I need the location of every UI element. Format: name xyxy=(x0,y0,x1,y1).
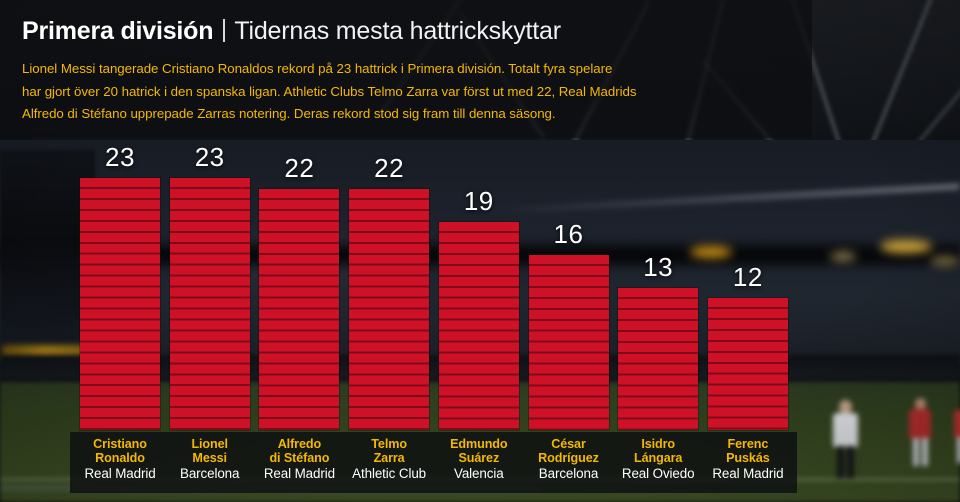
page-title: Primera división Tidernas mesta hattrick… xyxy=(22,16,561,46)
bar xyxy=(349,188,430,430)
standfirst-line: Lionel Messi tangerade Cristiano Ronaldo… xyxy=(22,61,613,76)
player-club: Barcelona xyxy=(538,466,599,482)
bar-segment-dividers xyxy=(259,188,340,430)
bar xyxy=(438,221,519,430)
player-name: Isidro Lángara xyxy=(618,437,698,465)
player-club: Real Oviedo xyxy=(621,466,695,482)
player-label: Ferenc Puskás Real Madrid xyxy=(708,432,788,493)
bar-value-label: 16 xyxy=(553,218,584,249)
player-name: Telmo Zarra xyxy=(349,437,429,465)
player-club: Real Madrid xyxy=(84,466,156,482)
standfirst-line: har gjort över 20 hatrick i den spanska … xyxy=(22,83,637,99)
bar-segment-dividers xyxy=(707,298,788,430)
bar xyxy=(169,177,250,430)
title-separator xyxy=(223,19,226,42)
bar xyxy=(259,188,340,430)
bar-value-label: 22 xyxy=(284,152,315,183)
bar-segment-dividers xyxy=(80,177,160,430)
player-label: Cristiano Ronaldo Real Madrid xyxy=(80,432,160,493)
bar-group: 22 xyxy=(259,0,340,430)
player-club: Barcelona xyxy=(179,466,240,482)
title-main: Primera división xyxy=(22,17,214,45)
player-name-line: Lionel xyxy=(191,437,228,451)
player-name-line: César xyxy=(551,437,586,451)
player-name: César Rodríguez xyxy=(529,437,609,465)
bar-segment-dividers xyxy=(349,188,430,430)
player-name-line: Telmo xyxy=(371,437,407,451)
bar-value-label: 19 xyxy=(463,185,494,216)
bar-group: 13 xyxy=(618,0,699,430)
bar-segment-dividers xyxy=(169,177,250,430)
bar-group: 19 xyxy=(438,0,519,430)
player-name-line: Rodríguez xyxy=(538,451,599,466)
player-label: Edmundo Suárez Valencia xyxy=(439,432,519,493)
player-name-line: Ronaldo xyxy=(95,451,145,466)
player-name-line: Puskás xyxy=(726,451,770,466)
bar-segment-dividers xyxy=(438,221,519,430)
player-name: Edmundo Suárez xyxy=(439,437,519,465)
bar-group: 23 xyxy=(169,0,250,430)
bar-segment-dividers xyxy=(618,287,699,430)
player-name-line: di Stéfano xyxy=(269,451,330,466)
bar-value-label: 23 xyxy=(194,141,225,172)
standfirst-line: Alfredo di Stéfano upprepade Zarras note… xyxy=(22,106,556,121)
bar-group: 12 xyxy=(707,0,788,430)
player-name-line: Alfredo xyxy=(277,437,322,451)
bar-segment-dividers xyxy=(528,254,609,430)
bar-group: 16 xyxy=(528,0,609,430)
player-name: Cristiano Ronaldo xyxy=(80,437,160,465)
player-label: Telmo Zarra Athletic Club xyxy=(349,432,429,493)
player-label-panel: Cristiano Ronaldo Real Madrid Lionel Messi Ba… xyxy=(70,432,797,493)
player-name: Alfredo di Stéfano xyxy=(259,437,339,465)
bar-group: 23 xyxy=(80,0,160,430)
header-panel: Primera división Tidernas mesta hattrick… xyxy=(0,0,812,138)
player-club: Athletic Club xyxy=(352,466,427,482)
player-club: Real Madrid xyxy=(263,466,335,482)
player-name-line: Suárez xyxy=(458,451,500,466)
player-name-line: Lángara xyxy=(634,451,683,466)
player-label: Lionel Messi Barcelona xyxy=(170,432,250,493)
bar xyxy=(707,298,788,430)
player-name-line: Messi xyxy=(192,451,227,466)
player-label: Isidro Lángara Real Oviedo xyxy=(618,432,698,493)
player-label: Alfredo di Stéfano Real Madrid xyxy=(259,432,339,493)
standfirst-text: Lionel Messi tangerade Cristiano Ronaldo… xyxy=(22,58,722,126)
player-club: Valencia xyxy=(454,466,504,482)
player-label: César Rodríguez Barcelona xyxy=(529,432,609,493)
player-name-line: Cristiano xyxy=(93,437,147,451)
title-subtitle: Tidernas mesta hattrickskyttar xyxy=(234,17,561,45)
player-club: Real Madrid xyxy=(712,466,784,482)
player-name-line: Edmundo xyxy=(450,437,508,451)
player-name-line: Isidro xyxy=(641,437,676,451)
bar xyxy=(618,287,699,430)
bar-value-label: 12 xyxy=(732,262,763,293)
bar-value-label: 23 xyxy=(105,141,135,172)
player-name-line: Ferenc xyxy=(727,437,769,451)
player-name: Lionel Messi xyxy=(170,437,250,465)
bar xyxy=(80,177,160,430)
bar-value-label: 22 xyxy=(374,152,405,183)
bar-value-label: 13 xyxy=(643,251,674,282)
player-name: Ferenc Puskás xyxy=(708,437,788,465)
player-name-line: Zarra xyxy=(373,451,405,466)
bar-group: 22 xyxy=(349,0,430,430)
bar xyxy=(528,254,609,430)
